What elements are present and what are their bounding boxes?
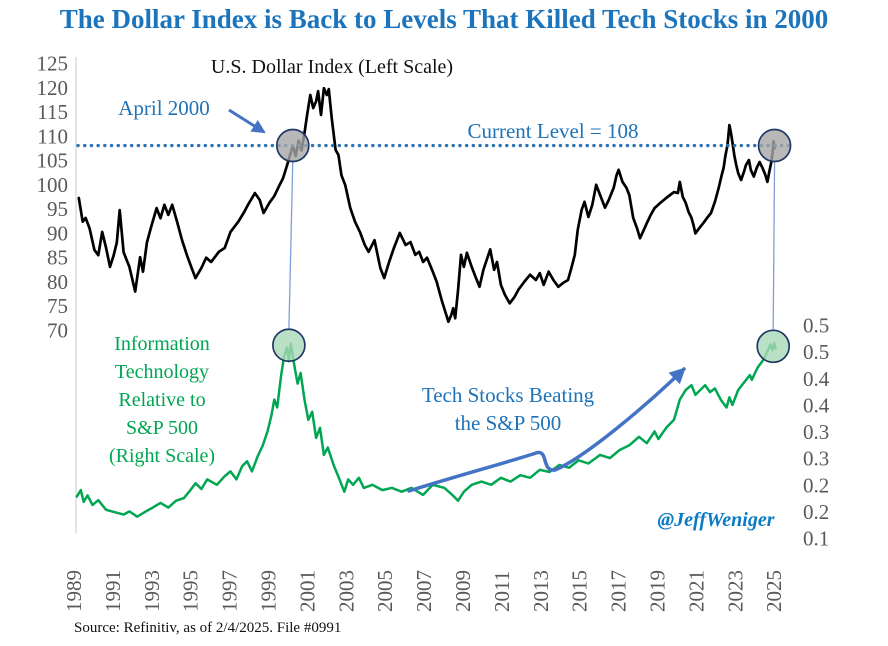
x-axis-tick-label: 2003 <box>334 570 358 612</box>
left-axis-tick-label: 120 <box>37 76 69 100</box>
tech-peak-circle-marker <box>756 329 791 364</box>
tech-series-label-line: Technology <box>114 361 210 383</box>
dollar-index-line <box>77 86 777 324</box>
left-axis-tick-label: 90 <box>47 221 68 245</box>
right-axis-tick-label: 0.4 <box>803 393 830 417</box>
x-axis-tick-label: 2011 <box>490 571 514 612</box>
x-axis-tick-label: 1991 <box>101 570 125 612</box>
left-axis-tick-label: 125 <box>37 52 69 76</box>
x-axis-tick-label: 1995 <box>179 570 203 612</box>
x-axis-tick-label: 2001 <box>295 570 319 612</box>
right-axis-tick-label: 0.3 <box>803 447 829 471</box>
tech-beating-line1: Tech Stocks Beating <box>421 383 595 407</box>
right-axis-tick-label: 0.2 <box>803 500 829 524</box>
x-axis-tick-label: 1993 <box>140 570 164 612</box>
left-axis-tick-label: 70 <box>47 318 68 342</box>
left-axis-tick-label: 110 <box>37 124 68 148</box>
left-axis-tick-label: 85 <box>47 246 68 270</box>
left-axis-tick-label: 115 <box>37 100 68 124</box>
tech-trend-arrow <box>407 367 686 493</box>
left-axis-tick-label: 105 <box>37 149 69 173</box>
tech-series-label-line: Relative to <box>118 389 206 411</box>
x-axis-tick-label: 2015 <box>568 570 592 612</box>
left-axis-tick-label: 95 <box>47 197 68 221</box>
right-axis-tick-label: 0.1 <box>803 527 829 551</box>
x-axis-tick-label: 1999 <box>257 570 281 612</box>
right-axis-tick-label: 0.3 <box>803 420 829 444</box>
tech-relative-line <box>75 341 777 518</box>
x-axis-tick-label: 2025 <box>762 570 786 612</box>
x-axis-tick-label: 2019 <box>646 570 670 612</box>
series-lines <box>75 86 777 518</box>
current-level-annotation: Current Level = 108 <box>467 119 639 143</box>
x-axis-tick-label: 2005 <box>373 570 397 612</box>
left-axis-tick-label: 80 <box>47 270 68 294</box>
dollar-level-circle-marker <box>757 128 792 163</box>
x-axis-tick-label: 2017 <box>607 570 631 612</box>
tech-series-label-line: S&P 500 <box>125 417 199 439</box>
x-axis-tick-label: 2007 <box>412 570 436 612</box>
right-axis-tick-label: 0.4 <box>803 367 830 391</box>
x-axis-tick-label: 2009 <box>451 570 475 612</box>
x-axis-tick-label: 1989 <box>62 570 86 612</box>
tech-series-label-line: (Right Scale) <box>108 445 216 467</box>
left-axis-tick-label: 75 <box>47 294 68 318</box>
april-2000-annotation: April 2000 <box>118 96 210 120</box>
right-axis-tick-label: 0.5 <box>803 340 829 364</box>
dollar-level-circle-marker <box>275 128 310 163</box>
x-axis-tick-label: 1997 <box>218 570 242 612</box>
left-axis-tick-label: 100 <box>37 173 69 197</box>
x-axis-tick-label: 2021 <box>684 570 708 612</box>
marker-connector-lines <box>288 161 776 331</box>
tech-beating-line2: the S&P 500 <box>454 411 562 435</box>
tech-peak-circle-marker <box>272 328 306 363</box>
marker-connector-line <box>772 161 776 331</box>
author-watermark: @JeffWeniger <box>657 509 775 531</box>
tech-series-label-line: Information <box>114 333 210 355</box>
dollar-series-label: U.S. Dollar Index (Left Scale) <box>210 56 454 78</box>
april-2000-arrow <box>228 108 266 134</box>
right-axis-tick-label: 0.2 <box>803 473 829 497</box>
chart-title: The Dollar Index is Back to Levels That … <box>59 4 829 34</box>
tech-beating-annotation: Tech Stocks Beating the S&P 500 <box>422 381 594 437</box>
x-axis-tick-label: 2023 <box>723 570 747 612</box>
marker-connector-line <box>288 161 294 330</box>
source-note: Source: Refinitiv, as of 2/4/2025. File … <box>74 620 342 636</box>
tech-series-label: Information Technology Relative to S&P 5… <box>57 330 267 470</box>
circle-markers <box>272 128 792 364</box>
x-axis-tick-label: 2013 <box>529 570 553 612</box>
right-axis-tick-label: 0.5 <box>803 314 829 338</box>
